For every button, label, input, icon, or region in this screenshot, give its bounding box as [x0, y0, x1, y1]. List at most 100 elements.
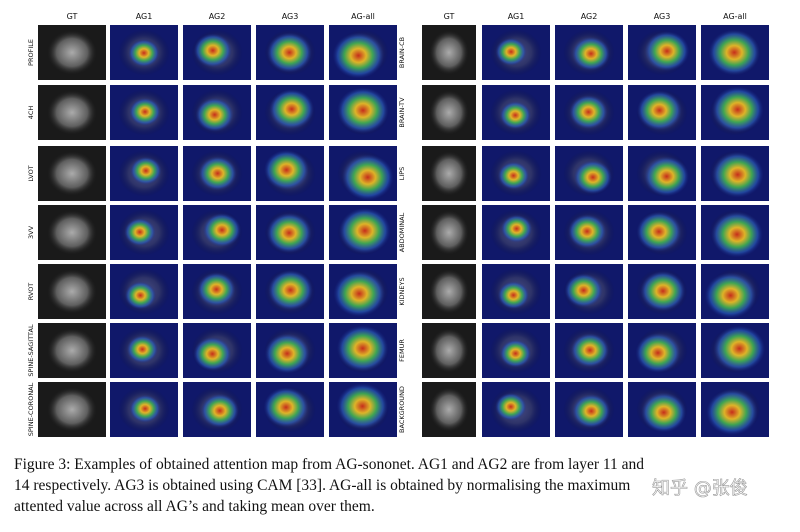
attention-blob: [128, 39, 160, 67]
image-anatomy: [46, 268, 98, 315]
attention-map: [628, 85, 696, 140]
attention-blob: [500, 214, 533, 243]
attention-map: [110, 205, 178, 260]
column-header: AG-all: [351, 12, 375, 21]
attention-blob: [268, 270, 313, 311]
row-label: BRAIN-CB: [398, 37, 406, 68]
attention-map: [555, 25, 623, 80]
caption-line: Figure 3: Examples of obtained attention…: [14, 456, 644, 473]
attention-blob: [202, 213, 241, 247]
attention-blob: [200, 393, 239, 428]
attention-map: [256, 323, 324, 378]
attention-map: [329, 382, 397, 437]
attention-map: [555, 382, 623, 437]
image-anatomy: [428, 89, 470, 136]
attention-blob: [497, 281, 530, 310]
attention-blob: [126, 335, 159, 364]
ultrasound-image: [38, 382, 106, 437]
column-header: AG-all: [723, 12, 747, 21]
attention-map: [701, 205, 769, 260]
attention-blob: [569, 95, 608, 129]
attention-map: [701, 264, 769, 319]
column-header: GT: [444, 12, 455, 21]
attention-map: [628, 146, 696, 201]
attention-map: [628, 25, 696, 80]
ultrasound-image: [38, 323, 106, 378]
image-anatomy: [46, 29, 98, 76]
row-label: ABDOMINAL: [398, 212, 406, 252]
attention-map: [555, 264, 623, 319]
attention-map: [555, 205, 623, 260]
row-label: SPINE-SAGITTAL: [27, 324, 35, 377]
column-header: AG1: [508, 12, 525, 21]
attention-blob: [266, 212, 312, 253]
attention-blob: [644, 31, 690, 72]
attention-map: [110, 146, 178, 201]
caption-line: 14 respectively. AG3 is obtained using C…: [14, 477, 630, 494]
image-anatomy: [428, 29, 470, 76]
attention-blob: [636, 90, 682, 131]
attention-blob: [706, 389, 758, 436]
attention-map: [256, 382, 324, 437]
attention-blob: [635, 332, 681, 373]
attention-blob: [336, 325, 389, 372]
row-label: SPINE-CORONAL: [27, 382, 35, 436]
attention-blob: [263, 387, 309, 428]
attention-map: [482, 205, 550, 260]
attention-map: [701, 25, 769, 80]
attention-blob: [198, 156, 237, 191]
attention-blob: [124, 281, 157, 310]
row-label: FEMUR: [398, 339, 406, 362]
attention-map: [329, 25, 397, 80]
attention-blob: [129, 97, 161, 126]
image-anatomy: [46, 209, 98, 256]
attention-blob: [495, 392, 527, 421]
attention-blob: [333, 270, 386, 317]
image-anatomy: [46, 386, 98, 433]
attention-blob: [704, 272, 757, 319]
attention-map: [482, 323, 550, 378]
attention-map: [701, 323, 769, 378]
attention-map: [482, 146, 550, 201]
ultrasound-image: [422, 85, 476, 140]
attention-blob: [713, 325, 766, 372]
column-header: AG3: [282, 12, 299, 21]
ultrasound-image: [422, 205, 476, 260]
watermark: 知乎 @张俊: [652, 478, 748, 499]
image-anatomy: [46, 89, 98, 136]
attention-map: [256, 85, 324, 140]
image-anatomy: [46, 327, 98, 374]
attention-blob: [571, 36, 611, 71]
attention-blob: [564, 273, 603, 308]
attention-blob: [573, 160, 612, 195]
image-anatomy: [428, 209, 470, 256]
ultrasound-image: [422, 382, 476, 437]
attention-blob: [570, 333, 609, 368]
attention-map: [256, 25, 324, 80]
attention-map: [701, 85, 769, 140]
attention-map: [555, 85, 623, 140]
image-grid: [38, 25, 769, 437]
attention-blob: [499, 101, 531, 130]
ultrasound-image: [422, 323, 476, 378]
attention-map: [555, 146, 623, 201]
ultrasound-image: [422, 25, 476, 80]
row-label: BRAIN-TV: [398, 97, 406, 128]
row-label: 3VV: [27, 225, 35, 239]
attention-blob: [644, 156, 690, 197]
attention-blob: [708, 29, 761, 76]
attention-map: [329, 323, 397, 378]
attention-blob: [711, 211, 763, 258]
attention-map: [183, 146, 251, 201]
attention-map: [329, 146, 397, 201]
attention-map: [555, 323, 623, 378]
column-header: AG1: [136, 12, 153, 21]
attention-map: [701, 382, 769, 437]
attention-blob: [711, 86, 764, 133]
column-header: GT: [67, 12, 78, 21]
row-label: LVOT: [27, 165, 35, 181]
attention-map: [256, 146, 324, 201]
attention-blob: [129, 394, 161, 423]
attention-blob: [568, 214, 607, 249]
attention-map: [110, 25, 178, 80]
